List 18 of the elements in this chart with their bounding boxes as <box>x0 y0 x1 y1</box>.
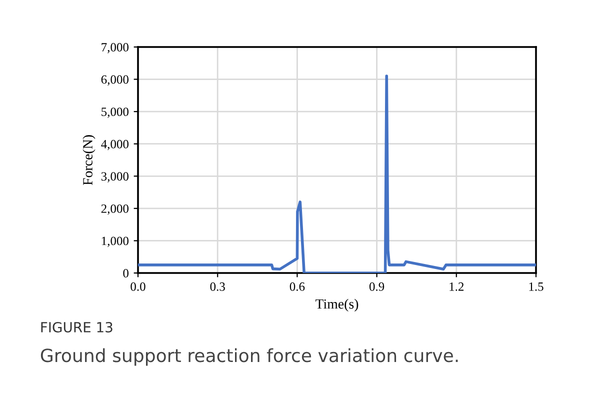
x-tick-label: 0.3 <box>210 282 225 291</box>
caption: FIGURE 13 <box>41 322 112 332</box>
y-tick-label: 1,000 <box>102 236 128 247</box>
x-tick-label: 0.6 <box>290 282 305 291</box>
y-tick-label: 7,000 <box>102 43 128 54</box>
y-tick-label: 0 <box>123 269 128 278</box>
x-tick-label: 0.9 <box>369 282 384 291</box>
y-tick-label: 5,000 <box>102 108 128 118</box>
x-tick-label: 1.5 <box>529 282 544 291</box>
text: Ground support reaction force variation curve. <box>40 348 458 366</box>
y-tick-label: 6,000 <box>101 75 128 86</box>
x-tick-label: 0.0 <box>130 282 146 291</box>
x-tick-label: 1.2 <box>450 282 464 291</box>
y-tick-label: 2,000 <box>101 204 128 215</box>
y-tick-label: 4,000 <box>101 140 128 150</box>
y-axis-title: Force(N) <box>82 135 96 186</box>
x-axis-title: Time(s) <box>316 298 358 312</box>
y-tick-label: 3,000 <box>101 172 128 182</box>
